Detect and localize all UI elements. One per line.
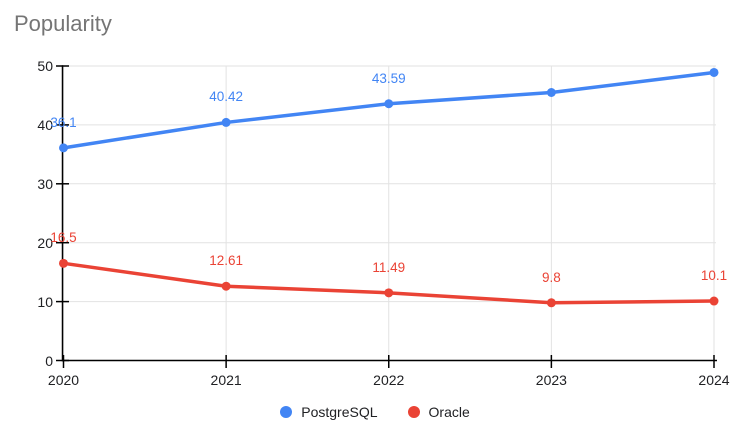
data-point-postgresql-2022[interactable] [384,99,394,109]
legend-label: PostgreSQL [301,404,378,420]
legend-item-postgresql[interactable]: PostgreSQL [280,404,378,420]
data-point-oracle-2020[interactable] [59,258,68,268]
data-point-oracle-2021[interactable] [221,281,231,291]
chart-title: Popularity [14,11,112,36]
legend-dot-icon [280,406,293,418]
legend: PostgreSQL Oracle [0,404,750,420]
data-point-oracle-2023[interactable] [546,298,556,308]
data-point-oracle-2022[interactable] [384,288,394,298]
legend-item-oracle[interactable]: Oracle [407,404,470,420]
data-point-postgresql-2020[interactable] [59,143,68,153]
data-point-postgresql-2023[interactable] [546,88,556,98]
data-point-oracle-2024[interactable] [709,296,719,306]
data-point-postgresql-2024[interactable] [709,67,719,77]
data-point-postgresql-2021[interactable] [221,117,231,127]
legend-label: Oracle [428,404,470,420]
legend-dot-icon [407,406,420,418]
